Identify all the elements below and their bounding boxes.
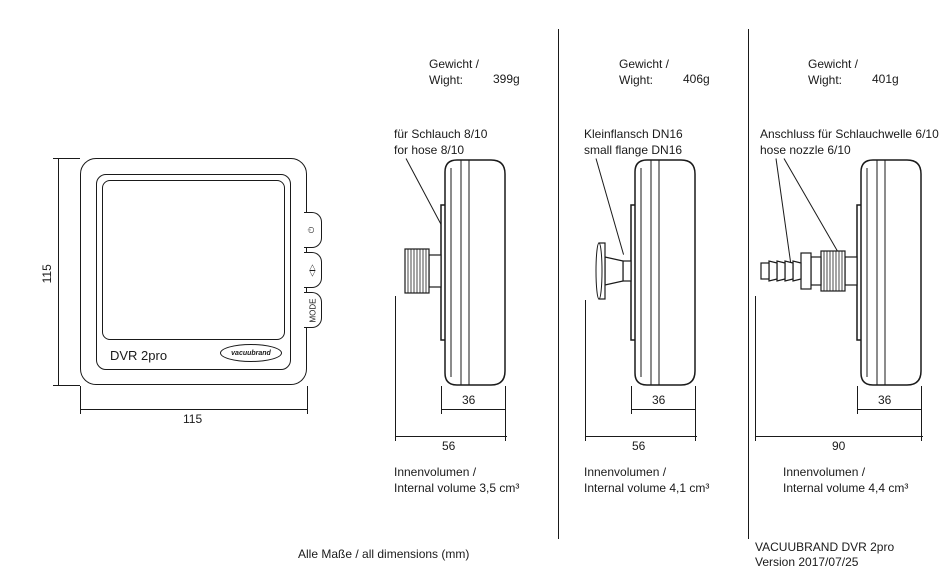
- footer-product: VACUUBRAND DVR 2pro: [755, 540, 894, 556]
- dim-ext: [755, 296, 756, 441]
- dim-line: [58, 158, 59, 386]
- dim-line: [395, 436, 507, 437]
- connector-flange: [595, 243, 631, 299]
- dim-tick: [53, 385, 63, 386]
- dim-ext: [585, 300, 586, 441]
- dim-tick: [307, 404, 308, 414]
- dim-width: 115: [183, 412, 202, 428]
- dim-height: 115: [40, 264, 56, 283]
- dim-depth: 36: [462, 393, 475, 409]
- dim-line: [585, 436, 697, 437]
- button-power: ⏻: [304, 212, 322, 248]
- connector-nozzle: [761, 247, 857, 295]
- model-label: DVR 2pro: [110, 348, 167, 363]
- volume-label: Innenvolumen / Internal volume 3,5 cm³: [394, 465, 519, 496]
- leader-line: [784, 158, 843, 259]
- footer-dims-note: Alle Maße / all dimensions (mm): [298, 547, 469, 563]
- connector-label: Kleinflansch DN16 small flange DN16: [584, 127, 683, 158]
- connector-hose: [405, 247, 441, 295]
- dim-total: 90: [832, 439, 845, 455]
- dim-tick: [53, 158, 63, 159]
- dim-line: [857, 409, 921, 410]
- side-body-3: [857, 160, 921, 385]
- footer-version: Version 2017/07/25: [755, 555, 858, 571]
- dim-total: 56: [632, 439, 645, 455]
- weight-value: 401g: [872, 72, 899, 88]
- dim-tick: [80, 404, 81, 414]
- dim-ext: [921, 409, 922, 441]
- dim-ext: [695, 409, 696, 441]
- dim-depth: 36: [878, 393, 891, 409]
- front-side-buttons: ⏻ ◁▷ MODE: [304, 212, 322, 332]
- dim-line: [80, 409, 308, 410]
- weight-label: Gewicht / Wight:: [808, 57, 858, 88]
- connector-label: Anschluss für Schlauchwelle 6/10 hose no…: [760, 127, 939, 158]
- front-view-screen: [102, 180, 285, 340]
- volume-label: Innenvolumen / Internal volume 4,4 cm³: [783, 465, 908, 496]
- dim-ext: [505, 409, 506, 441]
- side-body-2: [631, 160, 695, 385]
- dim-depth: 36: [652, 393, 665, 409]
- weight-label: Gewicht / Wight:: [429, 57, 479, 88]
- separator: [748, 29, 749, 539]
- side-body-1: [441, 160, 505, 385]
- separator: [558, 29, 559, 539]
- dim-ext: [395, 296, 396, 441]
- weight-value: 406g: [683, 72, 710, 88]
- button-arrows: ◁▷: [304, 252, 322, 288]
- connector-label: für Schlauch 8/10 for hose 8/10: [394, 127, 487, 158]
- volume-label: Innenvolumen / Internal volume 4,1 cm³: [584, 465, 709, 496]
- dim-line: [631, 409, 695, 410]
- dim-total: 56: [442, 439, 455, 455]
- weight-value: 399g: [493, 72, 520, 88]
- dim-line: [441, 409, 505, 410]
- weight-label: Gewicht / Wight:: [619, 57, 669, 88]
- leader-line: [596, 158, 625, 254]
- dim-line: [755, 436, 923, 437]
- button-mode: MODE: [304, 292, 322, 328]
- brand-logo: vacuubrand: [220, 344, 282, 362]
